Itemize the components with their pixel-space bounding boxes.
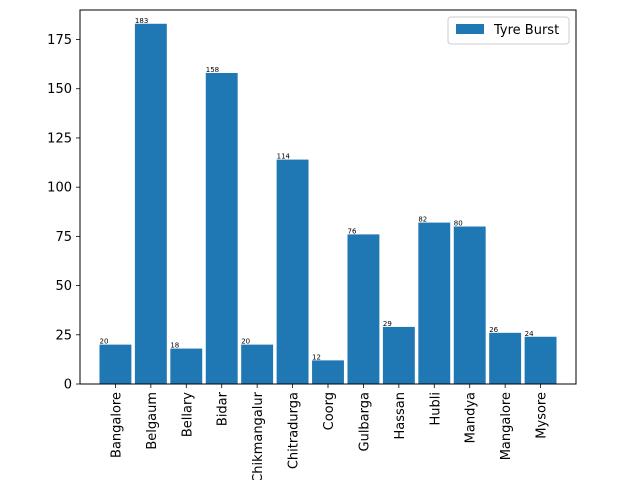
x-tick-label-mandya: Mandya	[464, 392, 479, 443]
value-label-bangalore: 20	[99, 338, 108, 346]
x-tick-label-gulbarga: Gulbarga	[357, 392, 372, 451]
y-axis: 0 25 50 75 100 125 150 175	[47, 33, 80, 393]
x-tick-label-mysore: Mysore	[535, 392, 550, 439]
x-tick-label-chikmangalur: Chikmangalur	[251, 391, 266, 480]
value-label-coorg: 12	[312, 353, 321, 361]
value-label-bidar: 158	[206, 66, 219, 74]
bar-bidar	[205, 72, 238, 385]
x-tick-label-hassan: Hassan	[393, 392, 408, 440]
y-tick-label-25: 25	[55, 328, 72, 343]
bar-hassan	[382, 326, 415, 384]
bar-coorg	[312, 360, 344, 384]
value-label-hassan: 29	[383, 320, 392, 328]
y-tick-label-0: 0	[64, 378, 72, 393]
value-label-hubli: 82	[418, 216, 427, 224]
x-axis: Bangalore Belgaum Bellary Bidar Chikmangalur…	[109, 384, 550, 480]
y-tick-label-175: 175	[47, 33, 72, 48]
bar-mandya	[453, 226, 486, 384]
y-tick-label-125: 125	[47, 131, 72, 146]
x-tick-label-chitradurga: Chitradurga	[287, 392, 302, 469]
bar-bellary	[170, 348, 203, 384]
value-label-mysore: 24	[525, 330, 534, 338]
bar-hubli	[418, 222, 451, 384]
x-tick-label-belgaum: Belgaum	[145, 392, 160, 450]
x-tick-label-hubli: Hubli	[428, 392, 443, 426]
bar-bangalore	[99, 344, 132, 384]
y-tick-label-150: 150	[47, 82, 72, 97]
y-tick-label-100: 100	[47, 181, 72, 196]
x-tick-label-bellary: Bellary	[180, 392, 195, 437]
y-tick-label-75: 75	[55, 230, 72, 245]
bar-chitradurga	[276, 159, 309, 384]
x-tick-label-bidar: Bidar	[216, 391, 231, 426]
value-label-mandya: 80	[454, 220, 463, 228]
bar-mysore	[524, 336, 557, 384]
value-label-bellary: 18	[170, 342, 179, 350]
value-labels-layer: 20 183 18 158 20 114 12 76 29 82 80 26 24	[99, 17, 534, 362]
legend: Tyre Burst	[447, 16, 570, 45]
x-tick-label-coorg: Coorg	[322, 392, 337, 430]
bar-belgaum	[134, 23, 167, 385]
value-label-belgaum: 183	[135, 17, 148, 25]
value-label-gulbarga: 76	[347, 227, 356, 235]
legend-swatch-tyre-burst	[456, 24, 484, 34]
value-label-chikmangalur: 20	[241, 338, 250, 346]
value-label-chitradurga: 114	[277, 153, 291, 161]
bar-chikmangalur	[241, 344, 274, 384]
value-label-mangalore: 26	[489, 326, 498, 334]
bar-gulbarga	[347, 234, 380, 384]
legend-frame	[447, 16, 570, 45]
x-tick-label-mangalore: Mangalore	[499, 392, 514, 460]
legend-label-tyre-burst: Tyre Burst	[493, 23, 559, 38]
x-tick-label-bangalore: Bangalore	[109, 392, 124, 458]
bar-mangalore	[489, 332, 522, 384]
y-tick-label-50: 50	[55, 279, 72, 294]
bars-layer	[99, 23, 557, 385]
